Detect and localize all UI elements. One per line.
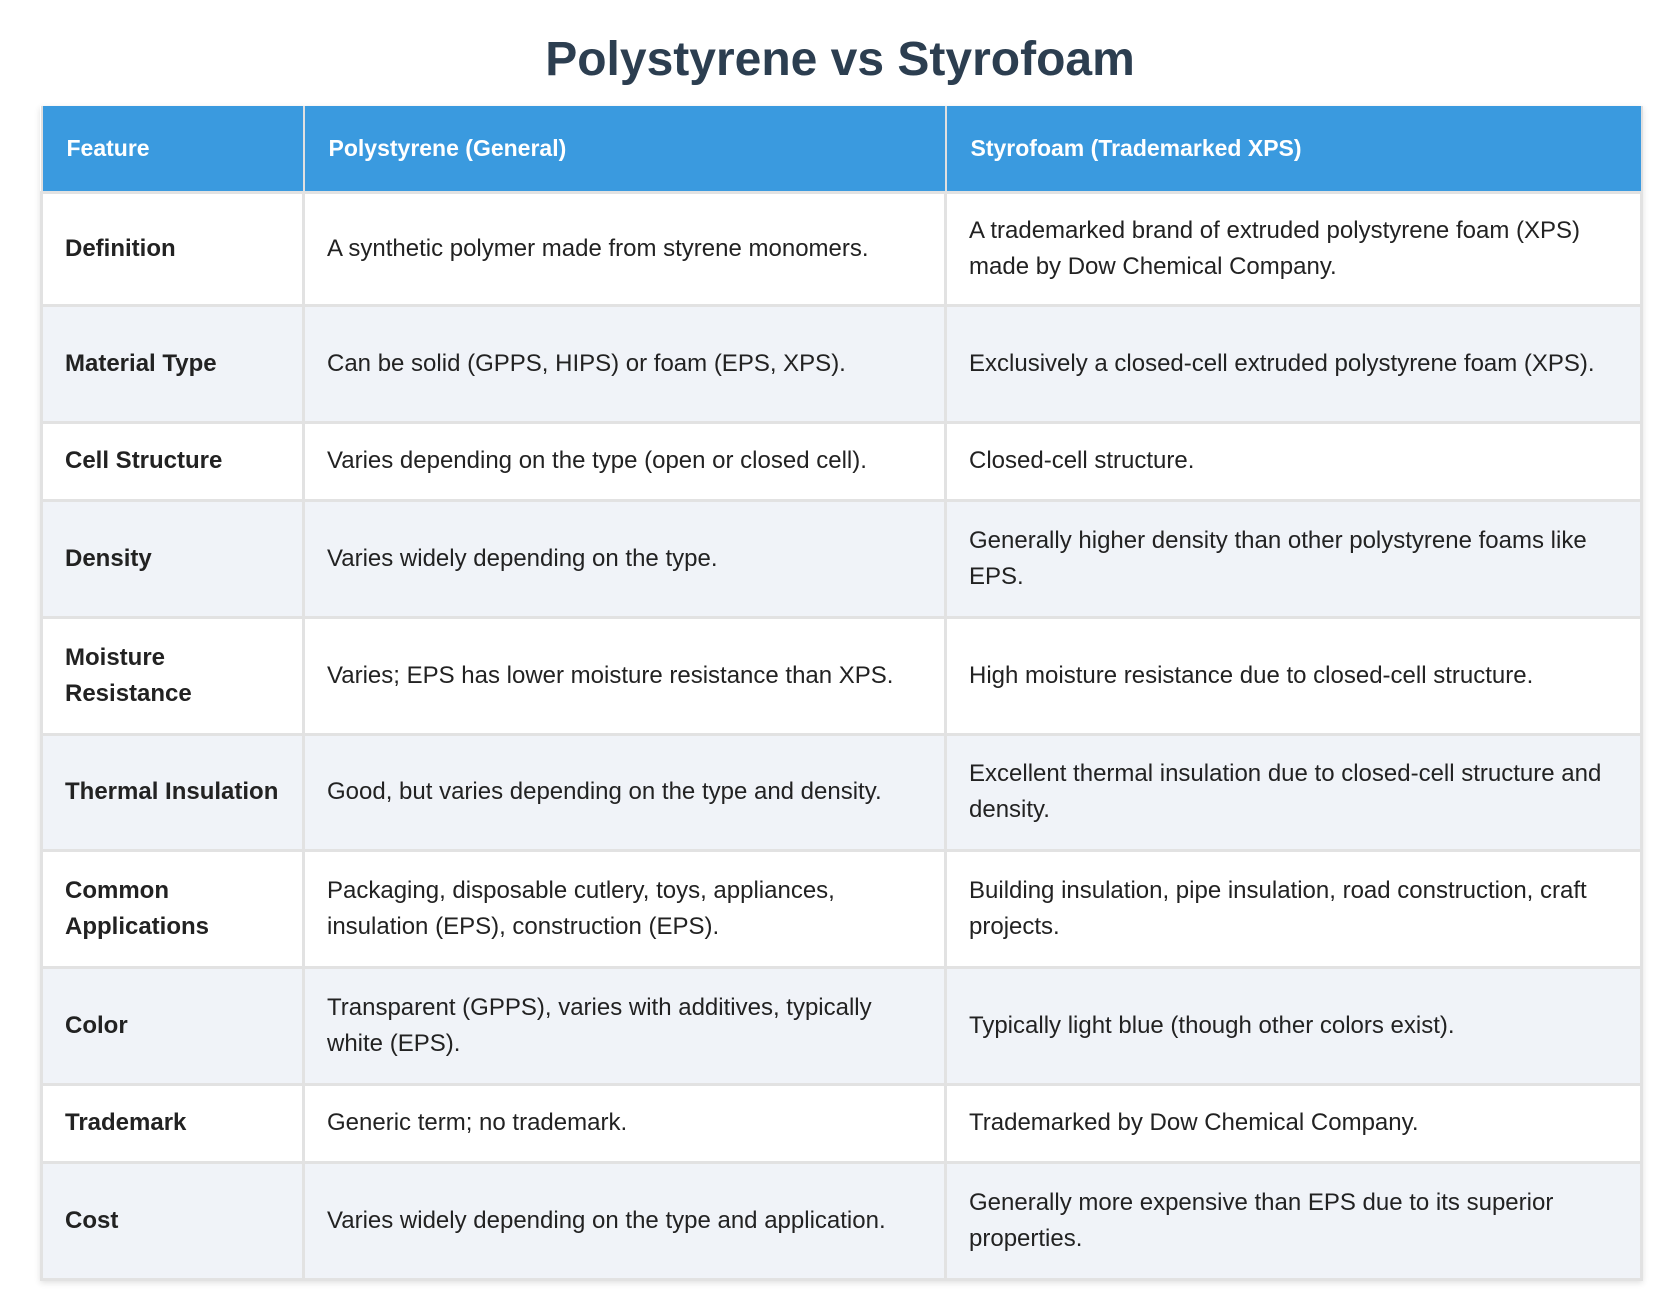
row-feature-cell: Thermal Insulation — [40, 732, 305, 852]
table-row: Material Type Can be solid (GPPS, HIPS) … — [40, 303, 1643, 424]
table-row: Cell Structure Varies depending on the t… — [40, 420, 1643, 502]
row-polystyrene-cell: Generic term; no trademark. — [302, 1082, 947, 1164]
table-row: Density Varies widely depending on the t… — [40, 498, 1643, 619]
table-row: Common Applications Packaging, disposabl… — [40, 848, 1643, 969]
row-polystyrene-cell: Can be solid (GPPS, HIPS) or foam (EPS, … — [302, 303, 947, 424]
row-feature-cell: Moisture Resistance — [40, 615, 305, 736]
row-feature-cell: Common Applications — [40, 848, 305, 969]
row-styrofoam-cell: Excellent thermal insulation due to clos… — [944, 732, 1643, 852]
table-row: Trademark Generic term; no trademark. Tr… — [40, 1082, 1643, 1164]
row-styrofoam-cell: High moisture resistance due to closed-c… — [944, 615, 1643, 736]
row-polystyrene-cell: Varies; EPS has lower moisture resistanc… — [302, 615, 947, 736]
row-feature-cell: Definition — [40, 190, 305, 307]
row-feature-cell: Density — [40, 498, 305, 619]
row-polystyrene-cell: Transparent (GPPS), varies with additive… — [302, 965, 947, 1086]
table-row: Cost Varies widely depending on the type… — [40, 1160, 1643, 1281]
row-feature-cell: Cost — [40, 1160, 305, 1281]
row-styrofoam-cell: Trademarked by Dow Chemical Company. — [944, 1082, 1643, 1164]
table-header-row: Feature Polystyrene (General) Styrofoam … — [40, 106, 1643, 193]
row-styrofoam-cell: Generally higher density than other poly… — [944, 498, 1643, 619]
row-styrofoam-cell: Exclusively a closed-cell extruded polys… — [944, 303, 1643, 424]
table-row: Moisture Resistance Varies; EPS has lowe… — [40, 615, 1643, 736]
column-header-polystyrene: Polystyrene (General) — [302, 106, 947, 193]
comparison-table: Feature Polystyrene (General) Styrofoam … — [40, 106, 1643, 1281]
row-styrofoam-cell: Generally more expensive than EPS due to… — [944, 1160, 1643, 1281]
row-feature-cell: Trademark — [40, 1082, 305, 1164]
row-feature-cell: Color — [40, 965, 305, 1086]
row-polystyrene-cell: Varies widely depending on the type. — [302, 498, 947, 619]
row-styrofoam-cell: Closed-cell structure. — [944, 420, 1643, 502]
row-polystyrene-cell: A synthetic polymer made from styrene mo… — [302, 190, 947, 307]
column-header-styrofoam: Styrofoam (Trademarked XPS) — [944, 106, 1643, 193]
table-row: Color Transparent (GPPS), varies with ad… — [40, 965, 1643, 1086]
row-polystyrene-cell: Varies depending on the type (open or cl… — [302, 420, 947, 502]
row-styrofoam-cell: Building insulation, pipe insulation, ro… — [944, 848, 1643, 969]
table-row: Definition A synthetic polymer made from… — [40, 190, 1643, 307]
row-polystyrene-cell: Packaging, disposable cutlery, toys, app… — [302, 848, 947, 969]
row-styrofoam-cell: A trademarked brand of extruded polystyr… — [944, 190, 1643, 307]
row-polystyrene-cell: Varies widely depending on the type and … — [302, 1160, 947, 1281]
column-header-feature: Feature — [40, 106, 305, 193]
row-feature-cell: Cell Structure — [40, 420, 305, 502]
row-polystyrene-cell: Good, but varies depending on the type a… — [302, 732, 947, 852]
row-feature-cell: Material Type — [40, 303, 305, 424]
table-row: Thermal Insulation Good, but varies depe… — [40, 732, 1643, 852]
row-styrofoam-cell: Typically light blue (though other color… — [944, 965, 1643, 1086]
page-title: Polystyrene vs Styrofoam — [545, 33, 1135, 86]
